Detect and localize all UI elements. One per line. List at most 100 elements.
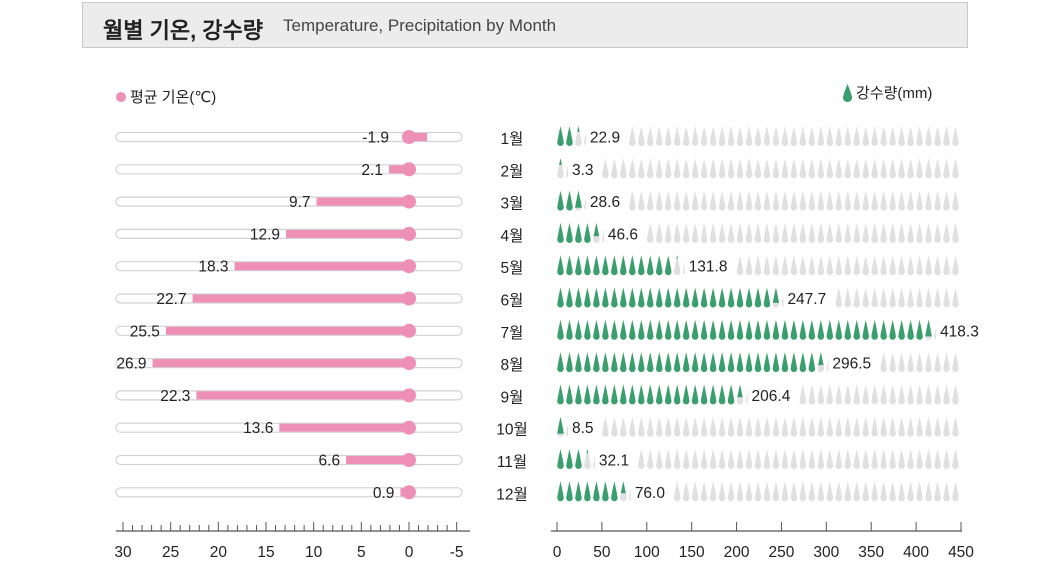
temperature-bar [316,197,409,206]
filled-drop [566,481,573,502]
empty-drop [898,190,905,211]
empty-drop [862,255,869,276]
filled-drop [727,384,735,405]
filled-drop [557,126,564,147]
empty-drop [916,255,923,276]
temperature-tick-label: 25 [162,544,179,561]
partial-drop [772,287,780,303]
empty-drop [808,222,816,243]
empty-drop [808,255,816,276]
empty-drop [682,126,690,147]
empty-drop [898,416,905,437]
filled-drop [664,287,672,308]
filled-drop [844,319,852,340]
month-label: 8월 [501,356,524,374]
empty-drop [736,416,744,437]
empty-drop [925,416,932,437]
empty-drop [880,255,887,276]
empty-drop [772,481,780,502]
empty-drop [754,126,762,147]
temperature-value-label: 9.7 [289,194,311,211]
empty-drop [629,126,636,147]
empty-drop [844,384,852,405]
partial-drop [557,416,564,434]
empty-drop [952,126,959,147]
filled-drop [584,319,591,340]
filled-drop [799,319,807,340]
empty-drop [808,126,816,147]
precipitation-tick-label: 200 [724,544,750,561]
filled-drop [584,255,591,276]
empty-drop [736,158,744,179]
filled-drop [566,287,573,308]
empty-drop [655,449,663,469]
empty-drop [835,158,843,179]
empty-drop [871,449,878,469]
empty-drop [934,384,941,405]
thermometer-track [115,487,463,498]
empty-drop [934,222,941,243]
empty-drop [943,481,950,502]
empty-drop [916,222,923,243]
empty-drop [745,222,753,243]
empty-drop [916,481,923,502]
empty-drop [754,190,762,211]
filled-drop [754,352,762,373]
empty-drop [817,481,825,502]
empty-drop [664,416,672,437]
empty-drop [844,481,852,502]
empty-drop [754,416,762,437]
thermometer-bulb [402,162,416,177]
temperature-tick-label: -5 [450,544,464,561]
empty-drop [682,158,690,179]
precipitation-value-label: 206.4 [752,388,791,405]
temperature-value-label: 22.3 [160,388,190,405]
empty-drop [952,222,959,243]
filled-drop [826,319,834,340]
empty-drop [638,126,645,147]
filled-drop [566,126,573,147]
empty-drop [754,158,762,179]
empty-drop [727,126,735,147]
thermometer-bulb [402,291,416,306]
empty-drop [682,222,690,243]
temperature-tick-label: 30 [114,544,132,561]
temperature-value-label: 22.7 [156,291,186,308]
empty-drop [745,255,753,276]
precipitation-legend: 강수량(mm) [842,82,932,103]
thermometer-bulb [402,323,416,338]
temperature-bar [279,423,409,432]
filled-drop [655,384,663,405]
empty-drop [898,481,905,502]
filled-drop [898,319,905,340]
precipitation-value-label: 296.5 [832,356,871,373]
filled-drop [611,319,618,340]
empty-drop [790,416,798,437]
filled-drop [772,319,780,340]
empty-drop [952,481,959,502]
month-label: 11월 [497,453,527,471]
empty-drop [943,158,950,179]
filled-drop [709,319,717,340]
empty-drop [673,190,681,211]
filled-drop [584,352,591,373]
empty-drop [853,449,861,469]
empty-drop [584,449,591,469]
empty-drop [638,416,645,437]
thermometer-bulb [402,226,416,241]
filled-drop [763,319,771,340]
label-backing [936,318,988,341]
empty-drop [835,416,843,437]
precipitation-tick-label: 100 [634,544,660,561]
filled-drop [664,352,672,373]
empty-drop [647,222,654,243]
empty-drop [898,222,905,243]
filled-drop [664,255,672,276]
partial-drop [737,384,743,398]
empty-drop [709,481,717,502]
empty-drop [763,416,771,437]
empty-drop [835,481,843,502]
empty-drop [799,384,807,405]
empty-drop [934,126,941,147]
filled-drop [584,481,591,502]
